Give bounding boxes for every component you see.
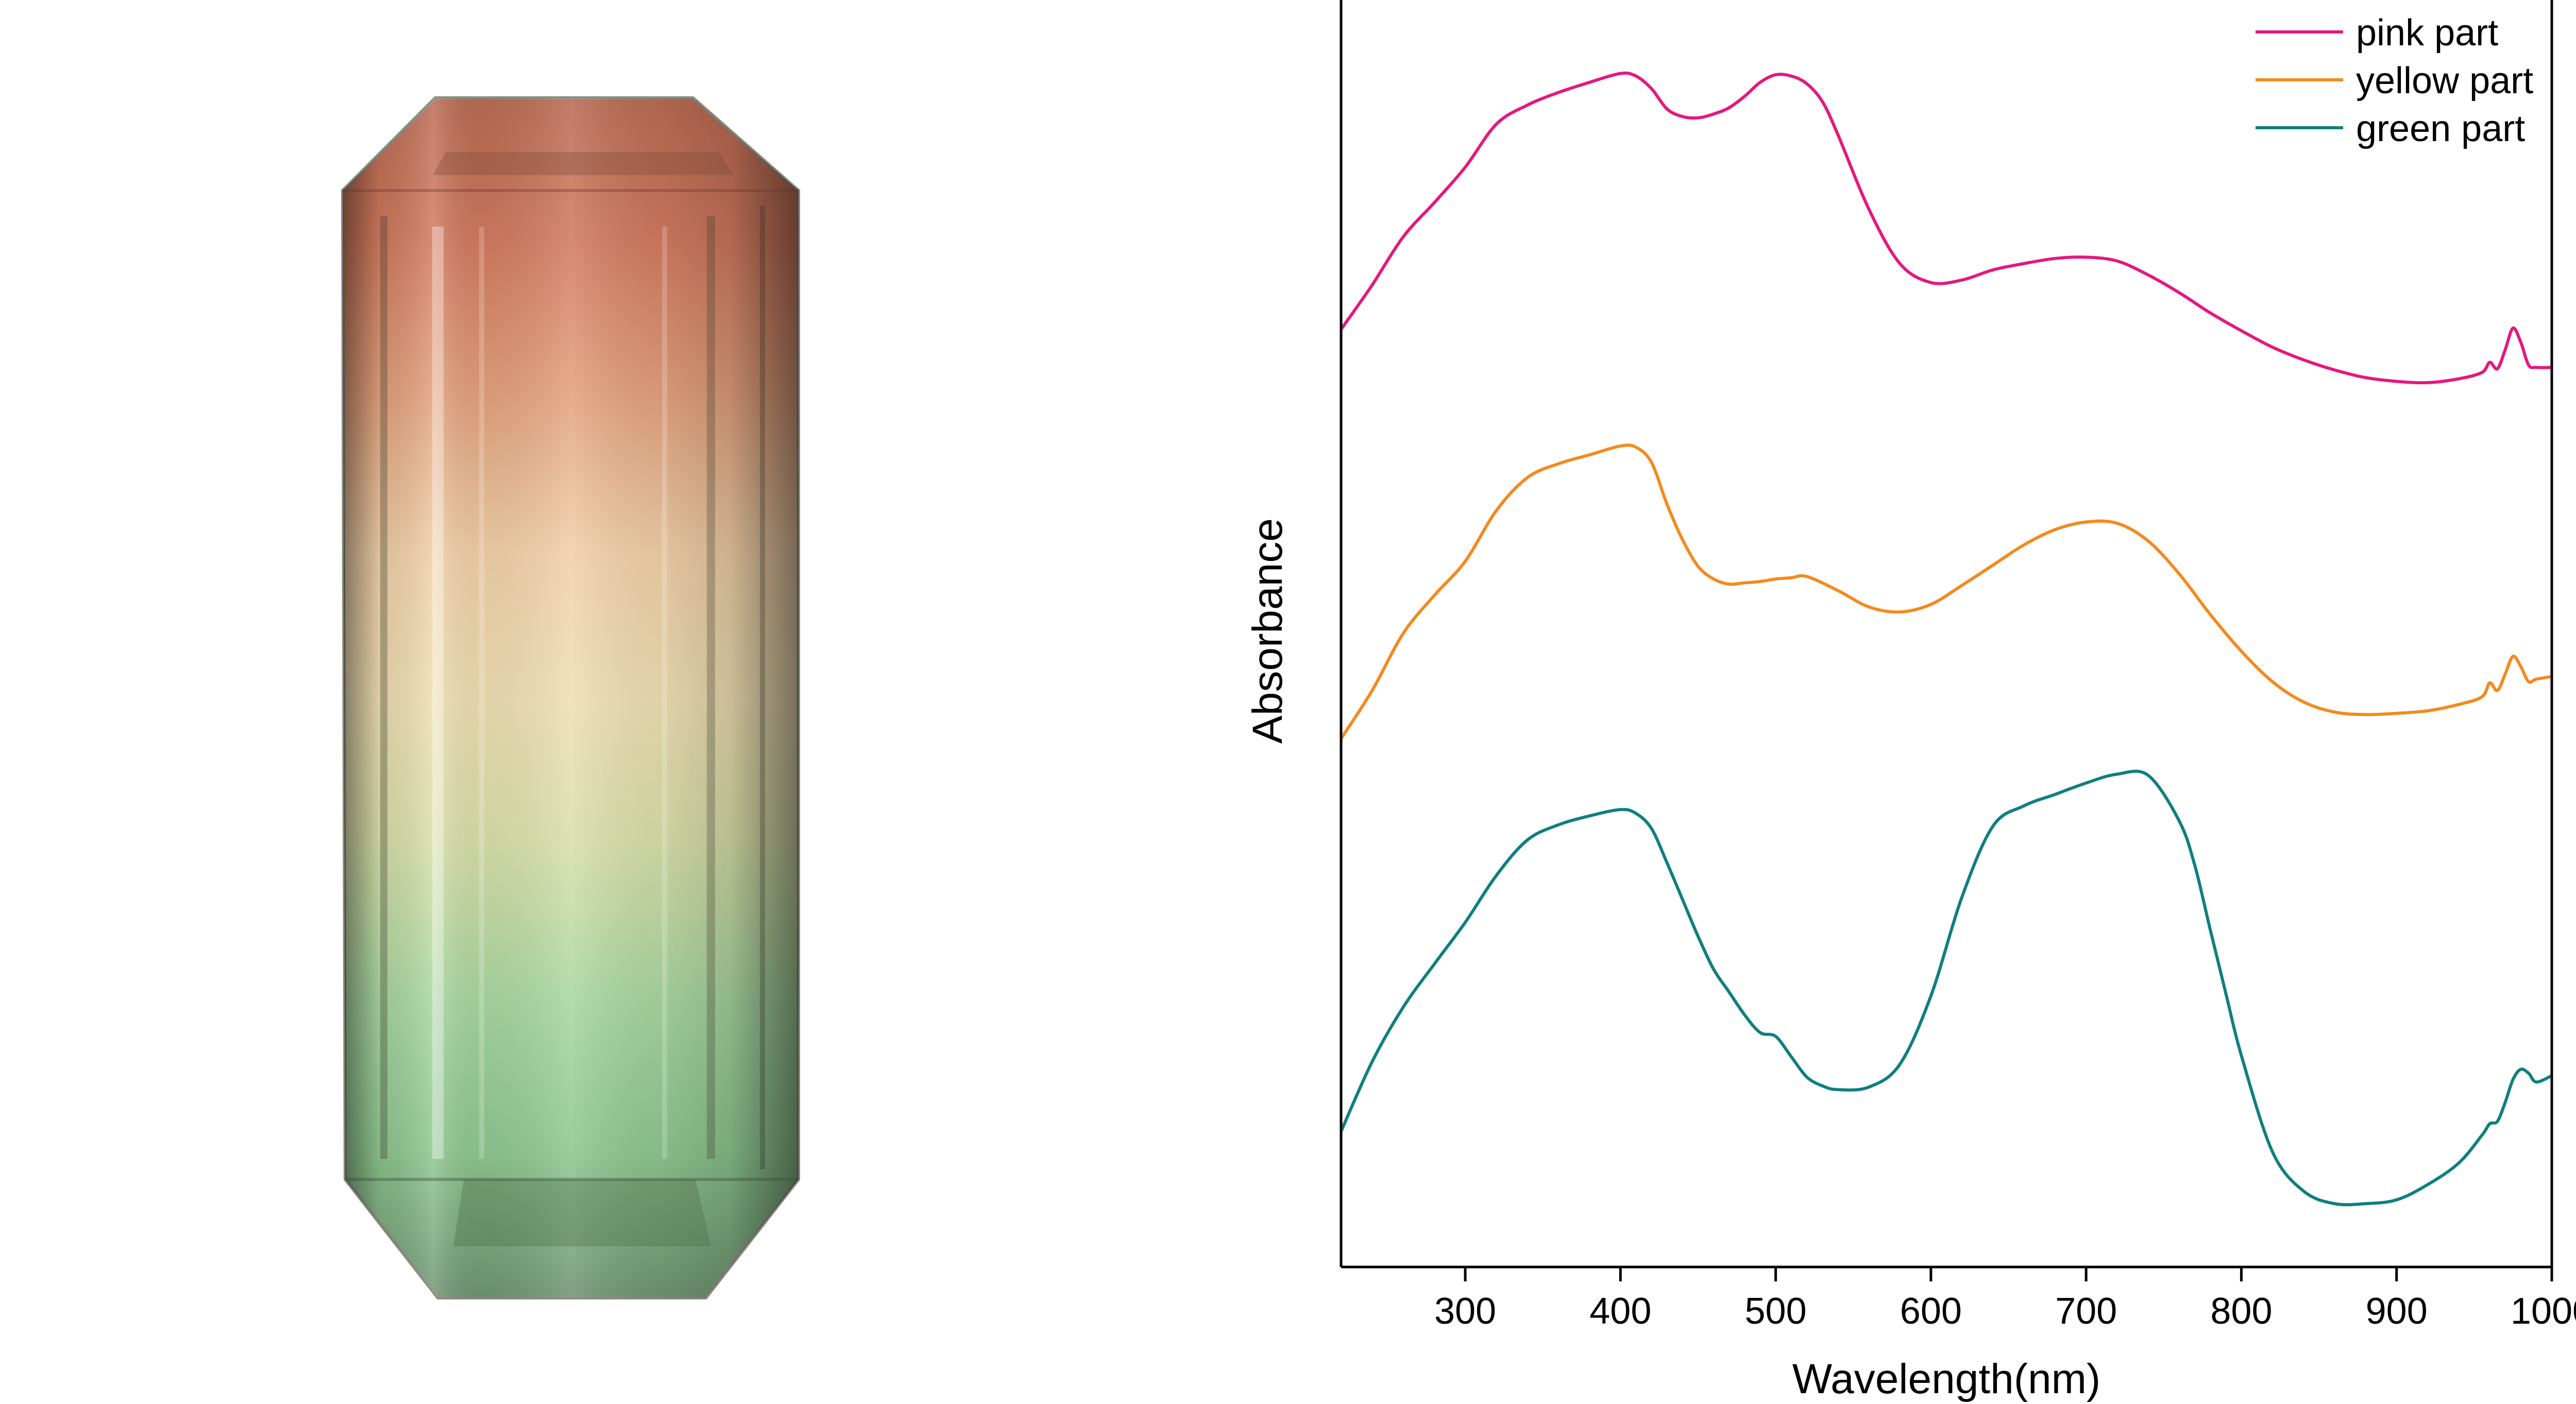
- series-line-1: [1340, 443, 2552, 740]
- legend-label-pink: pink part: [2356, 12, 2498, 54]
- series-layer: [1340, 71, 2553, 1207]
- x-tick-label: 500: [1745, 1291, 1807, 1332]
- x-tick-label: 900: [2366, 1291, 2428, 1332]
- x-tick-label: 1000: [2511, 1291, 2576, 1332]
- legend-label-green: green part: [2356, 108, 2525, 149]
- x-tick-label: 300: [1434, 1291, 1496, 1332]
- x-tick-label: 800: [2210, 1291, 2272, 1332]
- x-ticks: 300 400 500 600 700 800 900 1000: [1434, 1267, 2576, 1332]
- x-tick-label: 600: [1900, 1291, 1962, 1332]
- x-tick-label: 400: [1589, 1291, 1651, 1332]
- x-axis-label: Wavelength(nm): [1792, 1356, 2101, 1402]
- legend-label-yellow: yellow part: [2356, 60, 2533, 101]
- series-line-2: [1340, 769, 2553, 1207]
- x-tick-label: 700: [2055, 1291, 2117, 1332]
- legend: pink part yellow part green part: [2256, 12, 2533, 149]
- y-axis-label: Absorbance: [1244, 518, 1291, 744]
- series-line-0: [1340, 71, 2552, 385]
